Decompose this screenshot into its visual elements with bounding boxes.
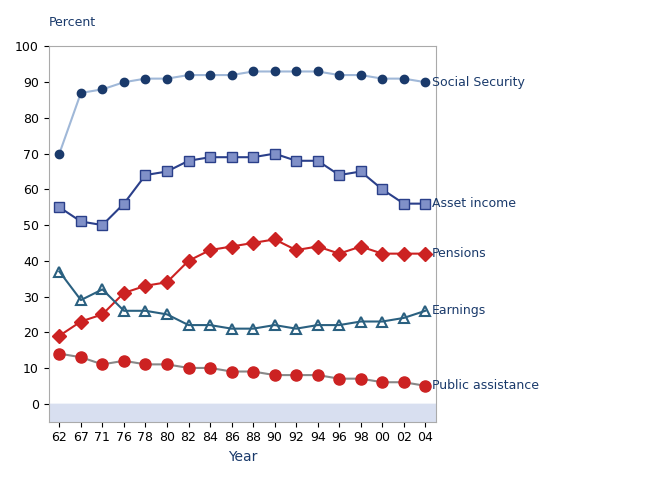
Text: Earnings: Earnings (432, 304, 486, 318)
Bar (49, 404, 436, 447)
Text: Percent: Percent (49, 16, 96, 29)
Text: Asset income: Asset income (432, 197, 516, 210)
Text: Public assistance: Public assistance (432, 380, 539, 392)
X-axis label: Year: Year (227, 450, 257, 464)
Text: Social Security: Social Security (432, 76, 525, 89)
Text: Pensions: Pensions (432, 247, 486, 260)
